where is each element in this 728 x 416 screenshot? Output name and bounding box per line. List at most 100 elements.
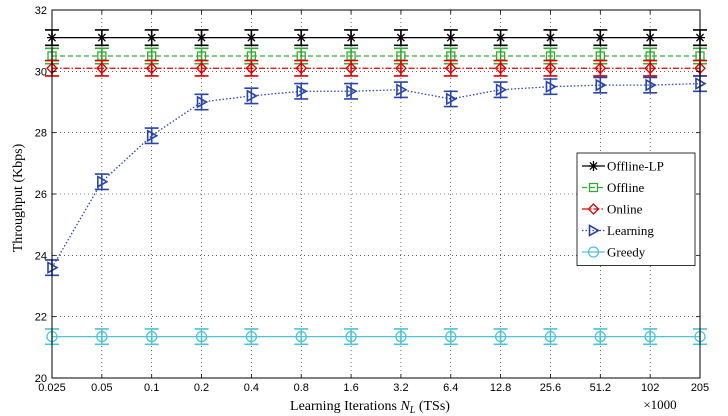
data-point bbox=[545, 32, 556, 43]
data-point bbox=[195, 330, 208, 343]
data-point bbox=[445, 32, 456, 43]
data-point bbox=[296, 84, 308, 98]
data-point bbox=[444, 62, 457, 75]
data-point bbox=[594, 330, 606, 343]
legend-entry: Learning bbox=[582, 223, 654, 238]
x-axis-multiplier: ×1000 bbox=[643, 397, 676, 412]
data-point bbox=[295, 62, 308, 75]
data-point bbox=[96, 32, 107, 43]
x-axis-label-variable: N bbox=[399, 399, 410, 414]
legend-entry: Offline bbox=[582, 180, 645, 195]
series-layer bbox=[45, 29, 707, 346]
error-bar bbox=[294, 82, 309, 100]
x-axis-label-subscript: L bbox=[409, 405, 416, 416]
x-tick-label: 3.2 bbox=[393, 382, 408, 394]
data-point bbox=[345, 62, 357, 75]
x-tick-label: 12.8 bbox=[490, 382, 511, 394]
legend-marker bbox=[588, 182, 599, 193]
y-tick-label: 28 bbox=[35, 128, 47, 140]
data-point bbox=[296, 32, 307, 43]
series-learning bbox=[45, 75, 707, 277]
error-bar bbox=[344, 82, 359, 100]
legend-label: Learning bbox=[607, 223, 654, 238]
x-tick-label: 205 bbox=[691, 382, 709, 394]
data-point bbox=[645, 32, 656, 43]
legend-entry: Online bbox=[582, 202, 643, 217]
data-point bbox=[594, 62, 607, 75]
x-tick-label: 0.2 bbox=[194, 382, 209, 394]
data-point bbox=[545, 80, 558, 94]
legend-marker bbox=[588, 161, 599, 171]
y-tick-label: 20 bbox=[35, 373, 47, 385]
data-point bbox=[395, 330, 407, 343]
data-point bbox=[445, 330, 457, 343]
legend-entry: Greedy bbox=[582, 245, 646, 260]
legend-label: Offline bbox=[607, 180, 645, 195]
legend-marker bbox=[587, 203, 600, 215]
x-tick-label: 0.4 bbox=[244, 382, 259, 394]
x-tick-label: 0.05 bbox=[91, 382, 112, 394]
series-offline-lp bbox=[45, 29, 707, 47]
error-bar bbox=[144, 127, 159, 145]
error-bar bbox=[194, 93, 209, 111]
legend-label: Offline-LP bbox=[607, 159, 664, 174]
legend-marker bbox=[587, 246, 600, 258]
x-tick-label: 0.8 bbox=[294, 382, 309, 394]
data-point bbox=[495, 83, 508, 97]
legend-entry: Offline-LP bbox=[582, 159, 664, 174]
error-bar bbox=[244, 87, 259, 105]
legend: Offline-LP Offline Online Learning Greedy bbox=[576, 152, 696, 266]
data-point bbox=[644, 330, 656, 343]
data-point bbox=[544, 330, 557, 343]
data-point bbox=[595, 32, 606, 43]
y-tick-label: 24 bbox=[35, 250, 47, 262]
data-point bbox=[95, 62, 108, 75]
series-offline bbox=[45, 47, 707, 65]
x-axis-label: Learning Iterations NL (TSs) bbox=[290, 399, 450, 416]
data-point bbox=[644, 62, 657, 75]
error-bar bbox=[443, 90, 458, 108]
data-point bbox=[345, 330, 357, 343]
data-point bbox=[96, 330, 108, 343]
data-point bbox=[145, 62, 158, 75]
data-point bbox=[196, 32, 207, 43]
x-tick-label: 102 bbox=[641, 382, 659, 394]
series-line bbox=[51, 82, 701, 268]
data-point bbox=[645, 78, 657, 92]
series-online bbox=[45, 59, 707, 77]
data-point bbox=[295, 330, 307, 343]
data-point bbox=[544, 62, 557, 75]
data-point bbox=[195, 62, 208, 75]
data-point bbox=[395, 32, 406, 43]
data-point bbox=[245, 62, 258, 75]
x-tick-label: 1.6 bbox=[343, 382, 358, 394]
x-axis-label-unit: (TSs) bbox=[415, 399, 450, 414]
x-tick-label: 0.1 bbox=[144, 382, 159, 394]
data-point bbox=[146, 32, 157, 43]
data-point bbox=[494, 62, 507, 75]
x-tick-label: 0.025 bbox=[38, 382, 66, 394]
legend-marker bbox=[588, 224, 601, 237]
data-point bbox=[494, 330, 507, 343]
data-point bbox=[595, 78, 607, 92]
data-point bbox=[396, 83, 408, 97]
data-point bbox=[246, 32, 257, 43]
data-point bbox=[346, 84, 358, 98]
error-bar bbox=[543, 78, 558, 96]
data-point bbox=[196, 95, 209, 109]
data-point bbox=[146, 330, 158, 343]
x-tick-label: 51.2 bbox=[590, 382, 611, 394]
y-tick-label: 26 bbox=[35, 189, 47, 201]
legend-label: Greedy bbox=[607, 245, 646, 260]
y-tick-label: 32 bbox=[35, 5, 47, 17]
x-tick-label: 6.4 bbox=[443, 382, 458, 394]
y-axis-label: Throughput (Kbps) bbox=[11, 143, 26, 252]
data-point bbox=[246, 89, 259, 103]
data-point bbox=[245, 330, 258, 343]
axis-ticks: 0.025 0.05 0.1 0.2 0.4 0.8 1.6 3.2 6.4 12.8 25.6 51… bbox=[35, 5, 709, 394]
y-tick-label: 30 bbox=[35, 66, 47, 78]
data-point bbox=[495, 32, 506, 43]
error-bar bbox=[493, 81, 508, 99]
error-bar bbox=[593, 76, 608, 94]
